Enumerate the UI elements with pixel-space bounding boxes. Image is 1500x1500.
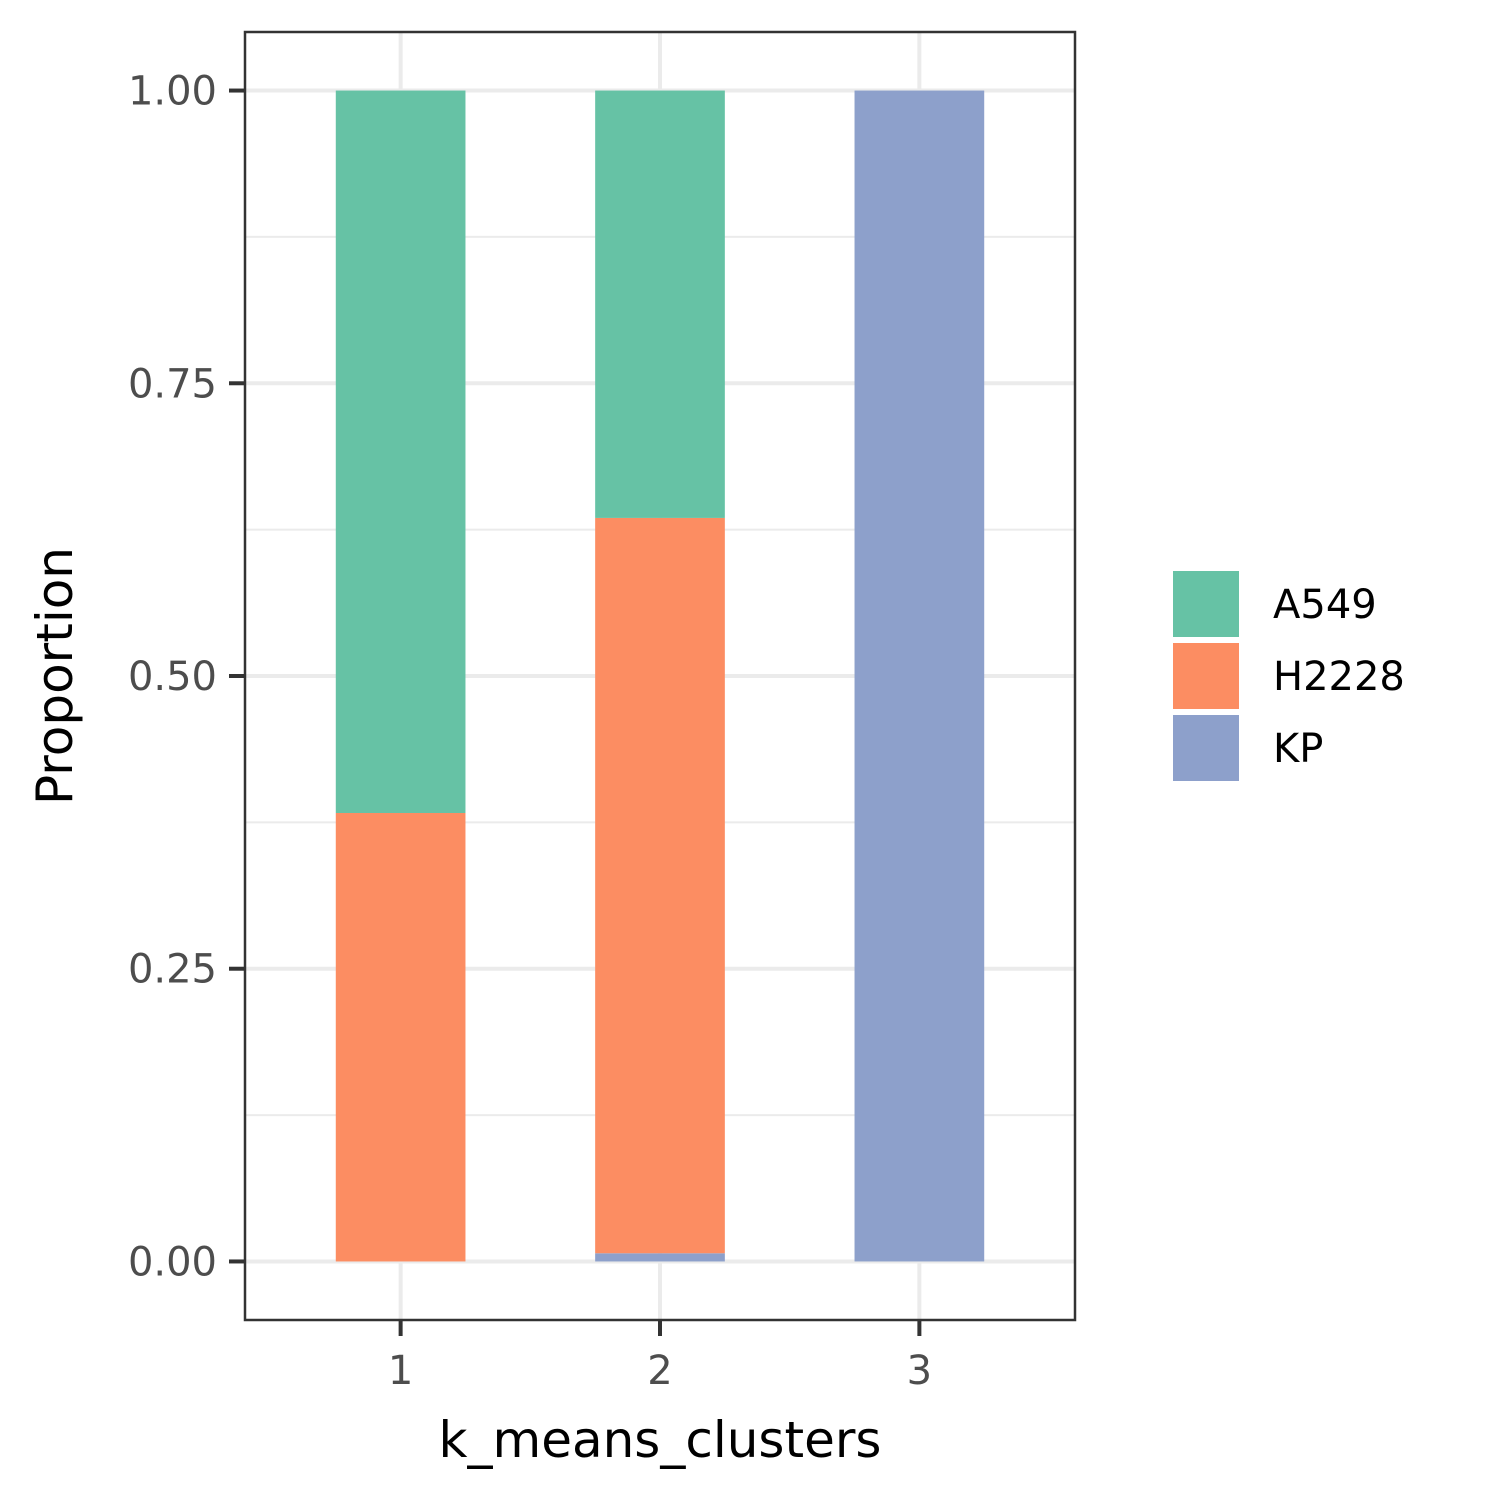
y-axis-title: Proportion [26,547,84,805]
x-tick-label: 2 [647,1348,672,1394]
bar-h2228-cluster-2 [595,517,725,1254]
bar-a549-cluster-2 [595,90,725,518]
legend: A549 H2228 KP [1173,571,1405,781]
y-tick-label: 0.50 [128,654,217,700]
bar-kp-cluster-2 [595,1253,725,1262]
legend-label-h2228: H2228 [1273,654,1405,700]
bar-h2228-cluster-1 [335,812,466,1262]
bar-kp-cluster-3 [854,90,985,1262]
y-tick-label: 0.25 [128,947,217,993]
bar-a549-cluster-1 [335,90,466,813]
bars [335,90,985,1262]
x-axis-title: k_means_clusters [439,1411,882,1469]
legend-label-a549: A549 [1273,582,1377,628]
y-tick-label: 0.00 [128,1239,217,1285]
y-tick-label: 1.00 [128,69,217,115]
legend-label-kp: KP [1273,726,1323,772]
y-tick-label: 0.75 [128,361,217,407]
legend-key-kp [1173,715,1239,781]
legend-key-h2228 [1173,643,1239,709]
x-tick-label: 1 [388,1348,413,1394]
x-axis: 1 2 3 [388,1320,932,1394]
legend-key-a549 [1173,571,1239,637]
x-tick-label: 3 [907,1348,932,1394]
y-axis: 0.00 0.25 0.50 0.75 1.00 [128,69,245,1285]
